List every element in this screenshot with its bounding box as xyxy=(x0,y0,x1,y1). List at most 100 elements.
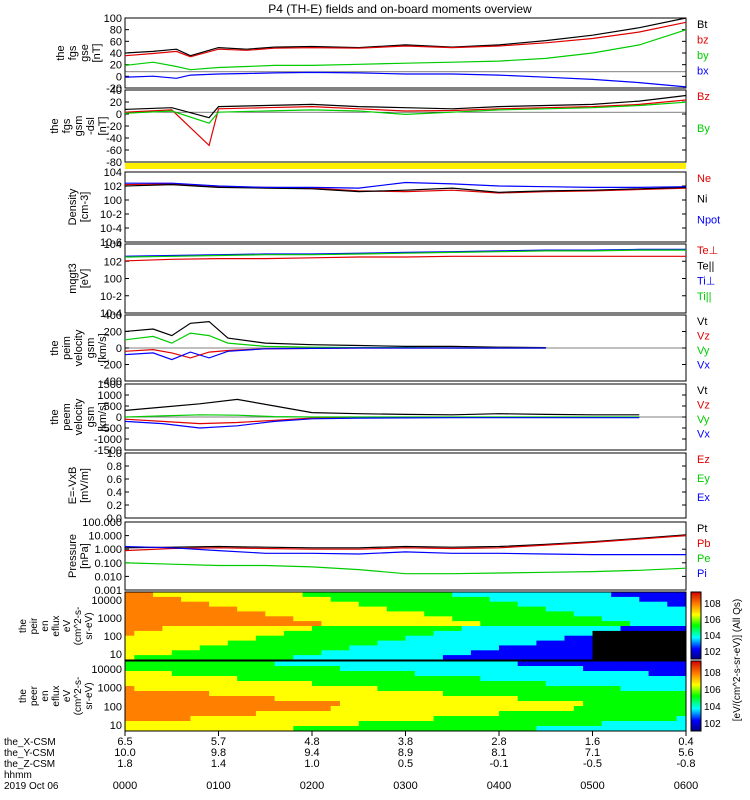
spectrogram-cell xyxy=(153,616,163,622)
spectrogram-cell xyxy=(470,716,481,722)
spectrogram-cell xyxy=(283,696,294,702)
y-tick-label: 10-4 xyxy=(100,223,122,235)
spectrogram-cell xyxy=(125,726,135,732)
y-axis-label-word: -dsl xyxy=(85,117,97,135)
spectrogram-cell xyxy=(181,635,191,642)
spectrogram-cell xyxy=(153,676,163,682)
spectrogram-cell xyxy=(349,592,360,598)
spectrogram-cell xyxy=(368,726,378,732)
spectrogram-cell xyxy=(442,701,453,707)
spectrogram-cell xyxy=(442,645,453,651)
spectrogram-cell xyxy=(527,626,537,632)
spectrogram-cell xyxy=(508,711,519,717)
spectrogram-cell xyxy=(592,621,603,627)
spectrogram-cell xyxy=(199,596,210,603)
spectrogram-cell xyxy=(377,671,388,677)
spectrogram-cell xyxy=(517,611,528,617)
legend-entry: Vy xyxy=(697,345,710,357)
colorbar-tick: 106 xyxy=(704,685,721,696)
spectrogram-cell xyxy=(218,626,229,632)
spectrogram-cell xyxy=(274,645,285,651)
spectrogram-cell xyxy=(396,596,406,603)
spectrogram-cell xyxy=(396,640,406,646)
spectrogram-cell xyxy=(536,691,547,697)
spectrogram-cell xyxy=(209,686,219,692)
colorbar-tick: 108 xyxy=(704,599,721,610)
spectrogram-cell xyxy=(143,596,154,603)
spectrogram-cell xyxy=(564,592,575,598)
spectrogram-cell xyxy=(676,676,687,682)
spectrogram-cell xyxy=(480,621,491,627)
spectrogram-cell xyxy=(274,671,285,677)
spectrogram-cell xyxy=(639,671,650,677)
spectrogram-cell xyxy=(283,645,294,651)
spectrogram-cell xyxy=(424,681,434,687)
y-tick-label: 1.000 xyxy=(94,544,122,556)
spectrogram-cell xyxy=(255,666,266,672)
spectrogram-cell xyxy=(405,601,416,608)
series-line-Te⊥ xyxy=(124,255,686,262)
y-axis-label-word: velocity xyxy=(73,329,85,366)
spectrogram-cell xyxy=(358,616,369,622)
spectrogram-cell xyxy=(134,701,145,707)
spectrogram-cell xyxy=(265,711,276,717)
y-tick-label: 0.6 xyxy=(107,474,122,486)
spectrogram-cell xyxy=(470,640,481,646)
spectrogram-cell xyxy=(237,661,247,667)
spectrogram-cell xyxy=(237,630,247,637)
spectrogram-cell xyxy=(611,630,621,637)
spectrogram-cell xyxy=(246,596,257,603)
spectrogram-cell xyxy=(302,606,313,612)
spectrogram-cell xyxy=(293,671,304,677)
spectrogram-cell xyxy=(209,696,219,702)
spectrogram-cell xyxy=(499,681,509,687)
spectrogram-cell xyxy=(611,676,621,682)
spectrogram-cell xyxy=(667,661,678,667)
spectrogram-cell xyxy=(517,650,528,656)
spectrogram-cell xyxy=(368,592,378,598)
spectrogram-cell xyxy=(265,661,276,667)
spectrogram-cell xyxy=(555,621,565,627)
spectrogram-cell xyxy=(246,645,257,651)
spectrogram-cell xyxy=(330,626,341,632)
legend-entry: Ez xyxy=(697,454,710,466)
spectrogram-cell xyxy=(424,696,434,702)
spectrogram-cell xyxy=(414,645,425,651)
spectrogram-cell xyxy=(199,626,210,632)
spectrogram-cell xyxy=(377,706,388,712)
spectrogram-cell xyxy=(414,691,425,697)
spectrogram-cell xyxy=(657,611,668,617)
x-tick-label: 8.1 xyxy=(491,747,506,759)
y-axis-label-word: gsm xyxy=(73,116,85,137)
spectrogram-cell xyxy=(414,640,425,646)
spectrogram-cell xyxy=(564,716,575,722)
spectrogram-cell xyxy=(190,676,201,682)
spectrogram-cell xyxy=(246,655,257,661)
spectrogram-cell xyxy=(517,696,528,702)
y-tick-label: 10 xyxy=(110,720,122,732)
spectrogram-cell xyxy=(125,686,135,692)
spectrogram-cell xyxy=(573,655,584,661)
spectrogram-cell xyxy=(171,596,182,603)
spectrogram-cell xyxy=(555,696,565,702)
spectrogram-cell xyxy=(545,645,556,651)
spectrogram-cell xyxy=(255,671,266,677)
spectrogram-cell xyxy=(293,711,304,717)
spectrogram-cell xyxy=(349,655,360,661)
panel-frame xyxy=(124,521,687,591)
y-tick-label: 1000 xyxy=(98,683,122,695)
spectrogram-cell xyxy=(442,630,453,637)
spectrogram-cell xyxy=(134,606,145,612)
spectrogram-cell xyxy=(190,661,201,667)
spectrogram-cell xyxy=(545,661,556,667)
spectrogram-cell xyxy=(396,721,406,727)
panel-frame xyxy=(124,89,687,163)
spectrogram-cell xyxy=(181,661,191,667)
spectrogram-cell xyxy=(134,655,145,661)
x-tick-label: 7.1 xyxy=(585,747,600,759)
spectrogram-cell xyxy=(405,611,416,617)
spectrogram-cell xyxy=(218,606,229,612)
spectrogram-cell xyxy=(583,691,593,697)
spectrogram-cell xyxy=(536,671,547,677)
y-axis-label-word: [km/s] xyxy=(97,402,109,431)
